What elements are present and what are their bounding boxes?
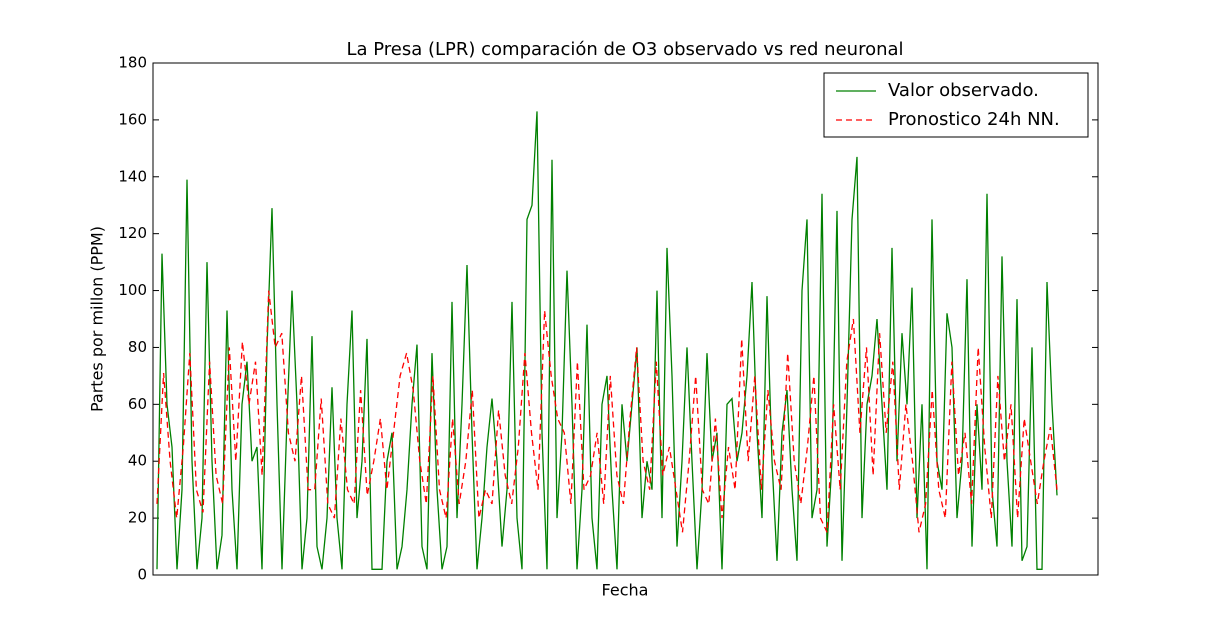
y-tick-label: 20 bbox=[128, 509, 147, 527]
y-tick-label: 180 bbox=[118, 54, 147, 72]
chart-title: La Presa (LPR) comparación de O3 observa… bbox=[346, 39, 903, 60]
legend-label: Pronostico 24h NN. bbox=[888, 109, 1060, 130]
y-axis-label: Partes por millon (PPM) bbox=[88, 226, 107, 412]
y-tick-label: 60 bbox=[128, 395, 147, 413]
y-tick-label: 160 bbox=[118, 110, 147, 128]
y-tick-label: 100 bbox=[118, 281, 147, 299]
y-tick-label: 0 bbox=[137, 566, 147, 584]
legend-label: Valor observado. bbox=[888, 80, 1039, 101]
x-axis-label: Fecha bbox=[602, 581, 649, 600]
y-tick-label: 80 bbox=[128, 338, 147, 356]
y-tick-label: 140 bbox=[118, 167, 147, 185]
plot-frame bbox=[152, 62, 1099, 576]
y-tick-label: 120 bbox=[118, 224, 147, 242]
legend-box bbox=[823, 72, 1089, 138]
series-line bbox=[156, 290, 1058, 533]
series-line bbox=[156, 111, 1058, 570]
y-tick-label: 40 bbox=[128, 452, 147, 470]
